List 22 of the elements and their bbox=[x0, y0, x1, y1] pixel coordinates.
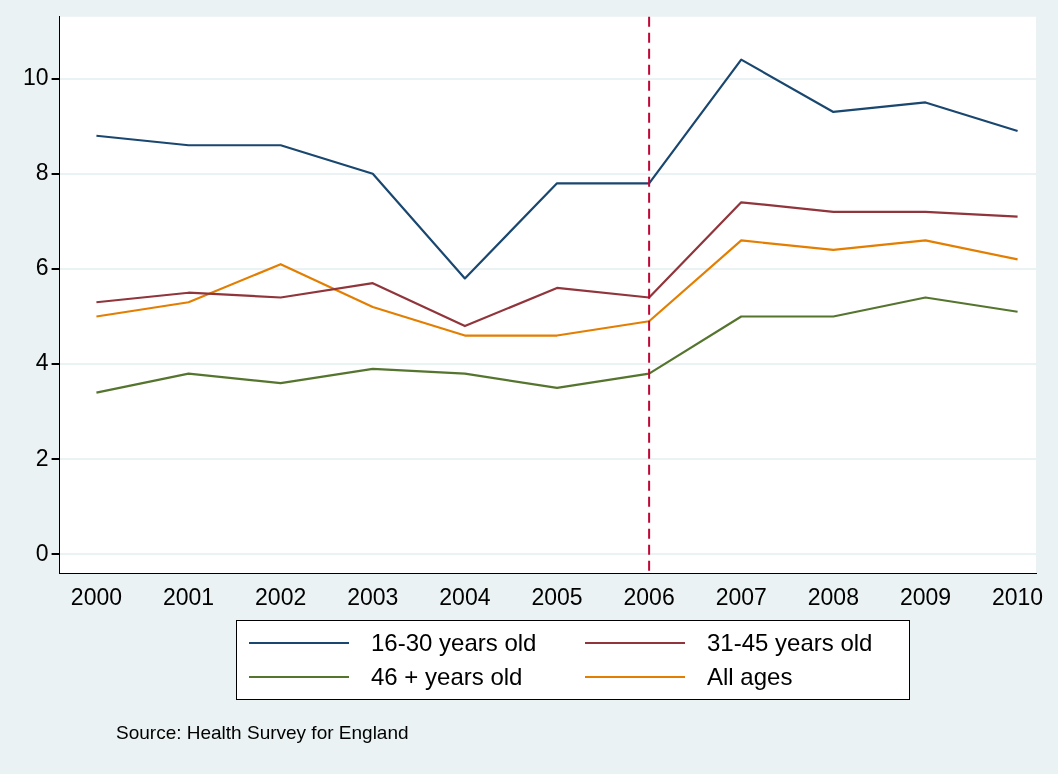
x-tick-label: 2010 bbox=[991, 583, 1044, 610]
x-tick-label: 2002 bbox=[255, 583, 307, 610]
x-tick-label: 2007 bbox=[715, 583, 767, 610]
y-tick-label: 2 bbox=[35, 444, 49, 471]
y-tick-label: 4 bbox=[35, 349, 49, 376]
legend-label: All ages bbox=[707, 663, 793, 691]
y-tick-label: 8 bbox=[35, 159, 49, 186]
x-tick-label: 2001 bbox=[162, 583, 215, 610]
x-tick-label: 2000 bbox=[70, 583, 123, 610]
y-tick-label: 6 bbox=[35, 254, 49, 281]
legend-label: 46 + years old bbox=[371, 663, 523, 691]
y-tick-label: 10 bbox=[22, 63, 49, 90]
legend-label: 16-30 years old bbox=[371, 629, 537, 657]
y-tick-label: 0 bbox=[35, 539, 49, 566]
x-tick-label: 2008 bbox=[807, 583, 859, 610]
x-tick-label: 2003 bbox=[347, 583, 399, 610]
x-tick-label: 2006 bbox=[623, 583, 675, 610]
x-tick-label: 2005 bbox=[531, 583, 583, 610]
x-tick-label: 2009 bbox=[899, 583, 952, 610]
legend-label: 31-45 years old bbox=[707, 629, 873, 657]
x-tick-label: 2004 bbox=[439, 583, 491, 610]
source-note: Source: Health Survey for England bbox=[116, 722, 409, 744]
